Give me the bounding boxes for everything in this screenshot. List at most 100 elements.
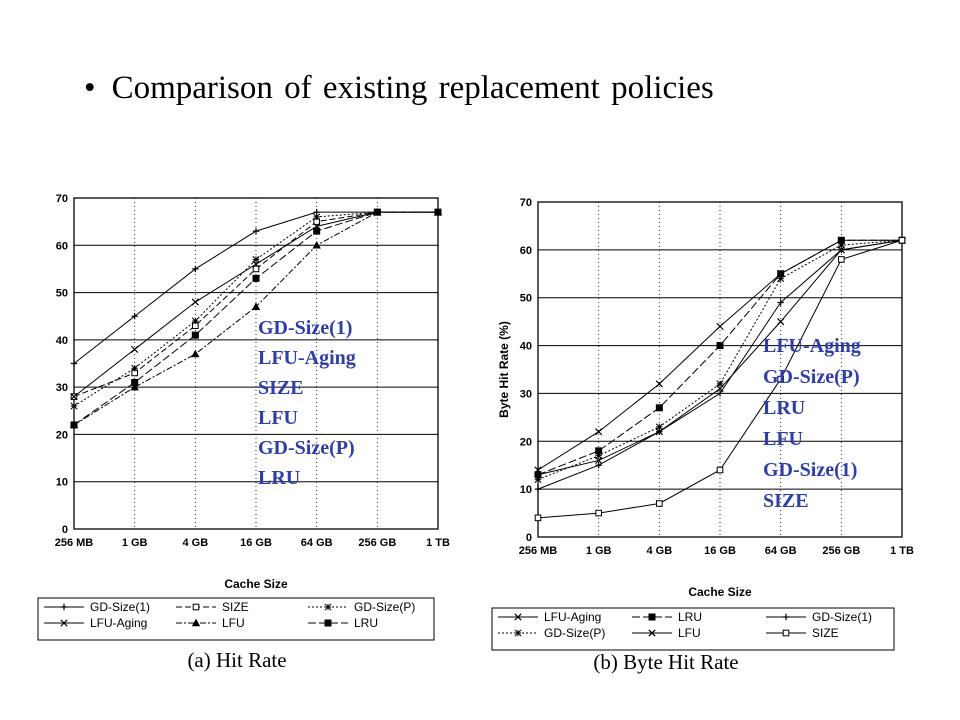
y-tick-label: 70 bbox=[56, 193, 68, 205]
chart1-point bbox=[514, 613, 522, 621]
chart1-point bbox=[534, 514, 542, 522]
legend-label: LFU-Aging bbox=[544, 610, 601, 624]
y-tick-label: 30 bbox=[520, 388, 532, 400]
legend-label: GD-Size(1) bbox=[812, 610, 872, 624]
chart1-point bbox=[595, 462, 602, 469]
chart1-point bbox=[782, 613, 790, 621]
chart0-point bbox=[131, 364, 139, 372]
legend-label: LRU bbox=[678, 610, 702, 624]
y-tick-label: 10 bbox=[520, 484, 532, 496]
annotation-label: LRU bbox=[763, 397, 805, 419]
chart0-point bbox=[131, 345, 139, 353]
legend-label: SIZE bbox=[812, 626, 839, 640]
chart0-point bbox=[131, 378, 139, 386]
chart0-point bbox=[313, 213, 321, 221]
x-tick-label: 64 GB bbox=[765, 545, 797, 557]
annotation-label: LFU-Aging bbox=[258, 347, 356, 369]
chart0-point bbox=[373, 208, 381, 216]
chart0-point bbox=[312, 240, 321, 249]
chart-caption: (b) Byte Hit Rate bbox=[593, 650, 738, 674]
annotation-label: LFU bbox=[763, 428, 803, 450]
annotation-label: GD-Size(1) bbox=[763, 459, 857, 481]
chart1-point bbox=[777, 318, 785, 326]
y-tick-label: 40 bbox=[56, 335, 68, 347]
legend-box bbox=[491, 607, 895, 651]
chart0-point bbox=[252, 260, 260, 268]
series-line-lfu bbox=[537, 239, 903, 476]
series-line-gd-size-p- bbox=[537, 239, 903, 481]
annotation-label: GD-Size(P) bbox=[763, 366, 860, 388]
legend-label: GD-Size(P) bbox=[544, 626, 605, 640]
x-tick-label: 256 MB bbox=[55, 537, 94, 549]
legend-label: LFU-Aging bbox=[90, 616, 147, 630]
chart1-point bbox=[595, 428, 603, 436]
annotation-label: SIZE bbox=[258, 377, 304, 399]
x-tick-label: 256 GB bbox=[358, 537, 396, 549]
x-tick-label: 256 MB bbox=[519, 545, 558, 557]
y-tick-label: 50 bbox=[520, 293, 532, 305]
y-tick-label: 10 bbox=[56, 477, 68, 489]
chart0-point bbox=[324, 603, 332, 611]
y-tick-label: 30 bbox=[56, 382, 68, 394]
y-tick-label: 60 bbox=[520, 245, 532, 257]
y-tick-label: 0 bbox=[62, 524, 68, 536]
chart0-point bbox=[191, 298, 199, 306]
chart-caption: (a) Hit Rate bbox=[187, 648, 286, 672]
y-tick-label: 20 bbox=[520, 436, 532, 448]
chart1-point bbox=[716, 385, 724, 393]
chart0-point bbox=[324, 619, 332, 627]
chart0-point bbox=[313, 227, 321, 235]
chart1-point bbox=[777, 299, 784, 306]
chart0-point bbox=[191, 331, 199, 339]
bullet-icon: • bbox=[84, 70, 96, 106]
slide-title: • Comparison of existing replacement poli… bbox=[84, 70, 714, 107]
chart0-point bbox=[70, 392, 78, 401]
chart1-point bbox=[837, 246, 845, 254]
legend-label: SIZE bbox=[222, 600, 249, 614]
y-tick-label: 0 bbox=[526, 532, 532, 544]
y-tick-label: 40 bbox=[520, 341, 532, 353]
chart0-point bbox=[131, 313, 138, 320]
legend-label: GD-Size(1) bbox=[90, 600, 150, 614]
chart1-point bbox=[655, 380, 663, 388]
chart-byte-hit-rate: 0 10 20 30 40 50 60 70 256 MB 1 GB 4 GB 16 GB 64 GB 2… bbox=[491, 197, 914, 674]
chart1-point bbox=[595, 456, 603, 465]
x-tick-label: 1 GB bbox=[122, 537, 148, 549]
legend-label: LRU bbox=[354, 616, 378, 630]
series-line-lru bbox=[537, 239, 902, 476]
plot-frame bbox=[73, 197, 439, 530]
chart1-point bbox=[595, 452, 603, 460]
annotation-label: LFU bbox=[258, 407, 298, 429]
chart1-point bbox=[898, 236, 906, 244]
y-tick-label: 70 bbox=[520, 197, 532, 209]
chart0-point bbox=[252, 255, 260, 264]
chart0-point bbox=[191, 349, 200, 358]
x-tick-label: 64 GB bbox=[301, 537, 333, 549]
plot-frame bbox=[537, 201, 903, 538]
y-tick-label: 60 bbox=[56, 240, 68, 252]
x-tick-label: 1 TB bbox=[890, 545, 914, 557]
legend-label: GD-Size(P) bbox=[354, 600, 415, 614]
x-axis-label: Cache Size bbox=[688, 585, 752, 599]
chart0-point bbox=[70, 360, 78, 367]
chart0-point bbox=[70, 402, 78, 410]
chart1-point bbox=[716, 342, 724, 350]
annotation-label: GD-Size(1) bbox=[258, 317, 352, 339]
chart0-point bbox=[60, 603, 68, 611]
chart0-point bbox=[60, 619, 68, 627]
chart1-point bbox=[838, 256, 845, 263]
x-tick-label: 1 GB bbox=[586, 545, 612, 557]
chart1-point bbox=[716, 466, 724, 474]
chart1-point bbox=[655, 428, 663, 436]
chart1-point bbox=[777, 275, 785, 283]
chart0-point bbox=[252, 265, 260, 273]
x-tick-label: 16 GB bbox=[240, 537, 272, 549]
legend-label: LFU bbox=[678, 626, 701, 640]
chart1-point bbox=[534, 485, 542, 493]
chart-hit-rate: 0 10 20 30 40 50 60 70 256 MB 1 GB 4 GB 16 GB 64 GB 2… bbox=[37, 193, 450, 672]
chart0-point bbox=[192, 265, 199, 273]
chart1-point bbox=[514, 629, 522, 637]
annotation-label: LRU bbox=[258, 467, 300, 489]
annotation-label: SIZE bbox=[763, 490, 809, 512]
